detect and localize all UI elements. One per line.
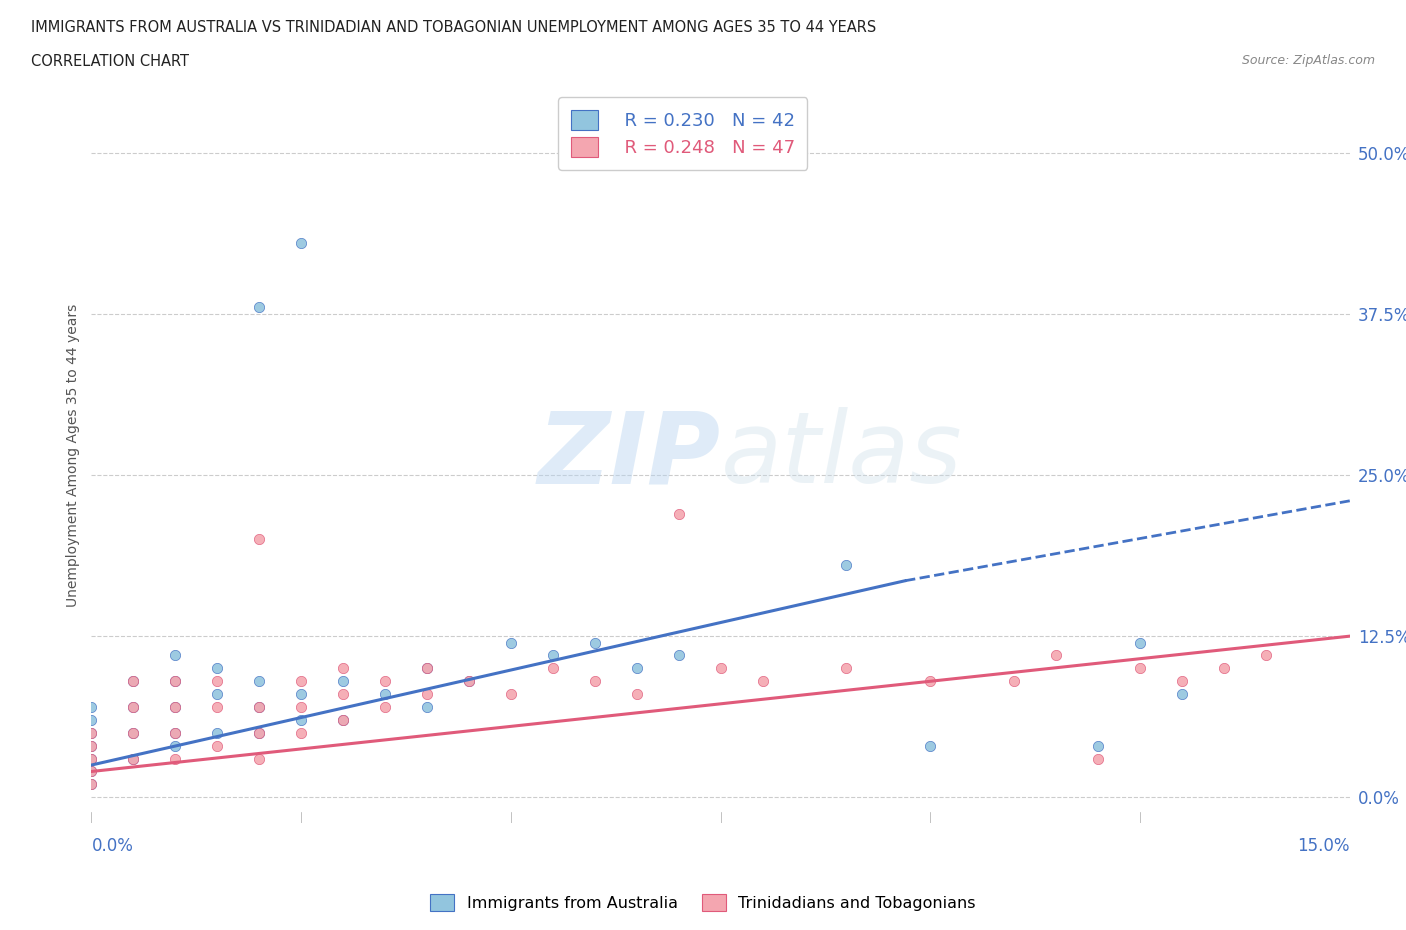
- Point: [205, 686, 228, 701]
- Point: [247, 532, 270, 547]
- Point: [165, 699, 187, 714]
- Point: [332, 674, 354, 689]
- Point: [80, 699, 103, 714]
- Point: [499, 635, 522, 650]
- Point: [165, 725, 187, 740]
- Point: [122, 751, 145, 766]
- Point: [247, 699, 270, 714]
- Point: [122, 674, 145, 689]
- Point: [80, 738, 103, 753]
- Point: [416, 661, 439, 676]
- Point: [205, 661, 228, 676]
- Point: [80, 712, 103, 727]
- Point: [541, 661, 564, 676]
- Point: [165, 674, 187, 689]
- Point: [247, 699, 270, 714]
- Point: [541, 648, 564, 663]
- Point: [205, 674, 228, 689]
- Point: [80, 777, 103, 791]
- Point: [80, 725, 103, 740]
- Point: [668, 648, 690, 663]
- Point: [290, 674, 312, 689]
- Point: [290, 712, 312, 727]
- Point: [457, 674, 479, 689]
- Legend: Immigrants from Australia, Trinidadians and Tobagonians: Immigrants from Australia, Trinidadians …: [423, 888, 983, 917]
- Point: [165, 751, 187, 766]
- Point: [122, 751, 145, 766]
- Point: [1002, 674, 1025, 689]
- Point: [1171, 674, 1194, 689]
- Point: [457, 674, 479, 689]
- Point: [920, 738, 942, 753]
- Point: [1087, 751, 1109, 766]
- Point: [247, 300, 270, 315]
- Point: [751, 674, 773, 689]
- Point: [920, 674, 942, 689]
- Point: [332, 661, 354, 676]
- Y-axis label: Unemployment Among Ages 35 to 44 years: Unemployment Among Ages 35 to 44 years: [66, 304, 80, 607]
- Point: [374, 686, 396, 701]
- Point: [205, 738, 228, 753]
- Point: [835, 558, 858, 573]
- Point: [668, 506, 690, 521]
- Point: [80, 725, 103, 740]
- Point: [165, 738, 187, 753]
- Point: [247, 751, 270, 766]
- Point: [1254, 648, 1277, 663]
- Point: [165, 648, 187, 663]
- Point: [122, 674, 145, 689]
- Point: [1171, 686, 1194, 701]
- Point: [1129, 661, 1152, 676]
- Point: [626, 686, 648, 701]
- Point: [290, 699, 312, 714]
- Point: [499, 686, 522, 701]
- Point: [332, 712, 354, 727]
- Point: [583, 674, 606, 689]
- Text: Source: ZipAtlas.com: Source: ZipAtlas.com: [1241, 54, 1375, 67]
- Point: [374, 699, 396, 714]
- Point: [835, 661, 858, 676]
- Text: CORRELATION CHART: CORRELATION CHART: [31, 54, 188, 69]
- Point: [80, 764, 103, 779]
- Point: [80, 777, 103, 791]
- Point: [205, 699, 228, 714]
- Text: IMMIGRANTS FROM AUSTRALIA VS TRINIDADIAN AND TOBAGONIAN UNEMPLOYMENT AMONG AGES : IMMIGRANTS FROM AUSTRALIA VS TRINIDADIAN…: [31, 20, 876, 35]
- Point: [205, 725, 228, 740]
- Point: [1045, 648, 1067, 663]
- Point: [583, 635, 606, 650]
- Text: 0.0%: 0.0%: [91, 837, 134, 855]
- Point: [332, 686, 354, 701]
- Point: [165, 725, 187, 740]
- Point: [416, 661, 439, 676]
- Point: [416, 686, 439, 701]
- Point: [247, 725, 270, 740]
- Text: 15.0%: 15.0%: [1298, 837, 1350, 855]
- Point: [80, 764, 103, 779]
- Point: [122, 725, 145, 740]
- Point: [416, 699, 439, 714]
- Point: [290, 235, 312, 250]
- Point: [1213, 661, 1236, 676]
- Point: [80, 751, 103, 766]
- Point: [374, 674, 396, 689]
- Point: [626, 661, 648, 676]
- Point: [709, 661, 731, 676]
- Point: [247, 725, 270, 740]
- Point: [1087, 738, 1109, 753]
- Point: [122, 725, 145, 740]
- Text: atlas: atlas: [720, 407, 962, 504]
- Point: [122, 699, 145, 714]
- Point: [80, 751, 103, 766]
- Point: [332, 712, 354, 727]
- Point: [290, 686, 312, 701]
- Point: [80, 738, 103, 753]
- Point: [290, 725, 312, 740]
- Point: [247, 674, 270, 689]
- Legend:   R = 0.230   N = 42,   R = 0.248   N = 47: R = 0.230 N = 42, R = 0.248 N = 47: [558, 98, 807, 169]
- Point: [165, 674, 187, 689]
- Text: ZIP: ZIP: [537, 407, 720, 504]
- Point: [165, 699, 187, 714]
- Point: [122, 699, 145, 714]
- Point: [1129, 635, 1152, 650]
